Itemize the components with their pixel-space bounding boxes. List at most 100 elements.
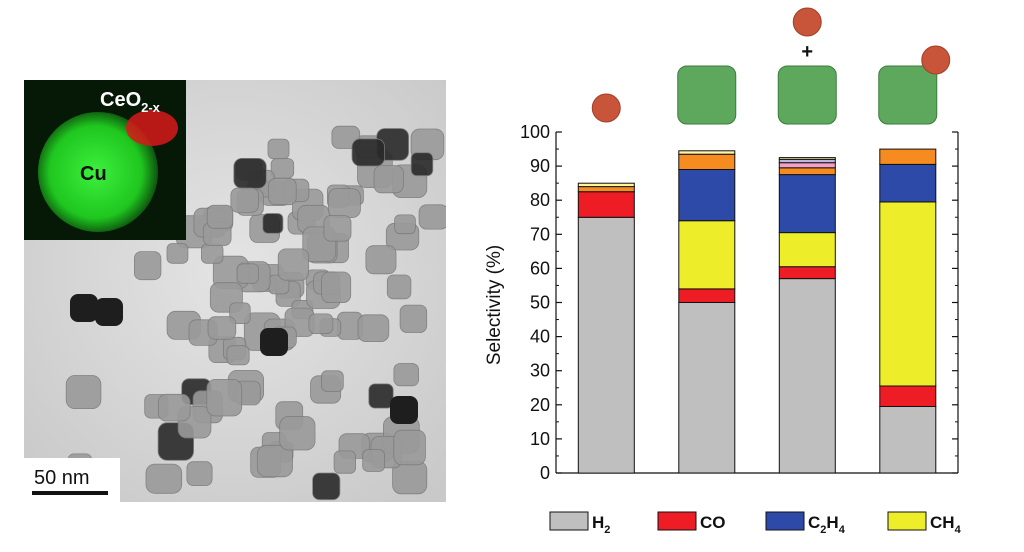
bar-segment-h2	[678, 302, 736, 474]
bar-segment-other3	[778, 158, 836, 164]
bar-segment-h2	[577, 216, 635, 474]
bar-segment-other4	[678, 150, 736, 155]
nanoparticle	[145, 463, 183, 494]
bar-segment-ch4	[879, 201, 937, 387]
bar-segment-co	[778, 266, 836, 280]
nanoparticle	[327, 188, 361, 218]
cu-nanoparticle-icon	[921, 45, 951, 75]
bar-segment-other1	[879, 148, 937, 165]
y-tick-label: 0	[540, 463, 550, 483]
chart-bars	[577, 148, 937, 474]
y-tick-label: 30	[530, 361, 550, 381]
nanoparticle	[226, 345, 250, 366]
nanoparticle	[229, 302, 251, 324]
nanoparticle	[70, 294, 98, 322]
nanoparticle	[186, 461, 213, 487]
y-tick-label: 70	[530, 224, 550, 244]
bar-segment-h2	[778, 278, 836, 474]
bar-segment-co	[879, 385, 937, 407]
nanoparticle	[393, 363, 419, 387]
bar-segment-ch4	[678, 220, 736, 290]
nanoparticle	[260, 328, 288, 356]
nanoparticle	[267, 138, 290, 160]
nanoparticle	[207, 316, 237, 340]
nanoparticle	[390, 396, 418, 424]
legend-label-co: CO	[700, 513, 726, 532]
nanocube-icon	[878, 65, 938, 125]
nanocube-icon	[777, 65, 837, 125]
ceo2-shell-map	[126, 110, 178, 146]
bar-segment-co	[577, 191, 635, 218]
legend-label-h2: H2	[592, 513, 610, 536]
nanoparticle	[312, 472, 341, 501]
nanoparticle	[262, 213, 284, 234]
legend-label-c2h4: C2H4	[808, 513, 846, 536]
cu-nanoparticle-icon	[792, 7, 822, 37]
y-tick-label: 10	[530, 429, 550, 449]
nanoparticle	[166, 243, 189, 264]
nanoparticle	[308, 313, 334, 334]
nanoparticle	[321, 271, 352, 304]
y-axis-title: Selectivity (%)	[484, 245, 505, 365]
nanoparticle	[206, 378, 243, 417]
chart-legend: H2 CO C2H4 CH4	[549, 511, 962, 536]
nanoparticle	[279, 416, 316, 451]
scale-bar-line	[32, 491, 108, 495]
plus-sign: +	[801, 41, 813, 63]
nanoparticle-cluster	[65, 125, 446, 501]
nanoparticle	[200, 243, 224, 264]
cu-nanoparticle-icon	[591, 93, 621, 123]
bar-segment-ch4	[778, 232, 836, 268]
nanoparticle	[373, 165, 404, 194]
nanoparticle	[386, 274, 412, 300]
legend-swatch-c2h4	[765, 511, 805, 531]
bar-segment-co	[678, 288, 736, 303]
nanoparticle	[357, 314, 390, 343]
legend-swatch-co	[657, 511, 697, 531]
bar-segment-other1	[678, 153, 736, 170]
selectivity-chart: + 0 10 20 30 40 50 60 70 80 90 100 Selectivity (%)…	[484, 7, 962, 536]
bar-segment-other4	[778, 157, 836, 160]
y-tick-label: 90	[530, 156, 550, 176]
y-tick-label: 60	[530, 258, 550, 278]
nanoparticle	[256, 444, 293, 478]
eds-inset: CeO2-x Cu	[24, 80, 186, 240]
nanoparticle	[365, 245, 397, 275]
y-tick-label: 20	[530, 395, 550, 415]
y-tick-label: 80	[530, 190, 550, 210]
nanoparticle	[418, 204, 446, 230]
bar-segment-other1	[778, 167, 836, 176]
bar-segment-c2h4	[778, 174, 836, 234]
legend-swatch-h2	[549, 511, 589, 531]
nanoparticle	[65, 375, 102, 409]
scale-bar-label: 50 nm	[34, 467, 90, 489]
nanoparticle	[157, 393, 191, 422]
nanoparticle	[320, 370, 344, 392]
inset-core-label: Cu	[80, 163, 107, 185]
nanocube-icon	[677, 65, 737, 125]
nanoparticle	[393, 429, 426, 466]
nanoparticle	[323, 215, 352, 242]
bar-segment-c2h4	[879, 163, 937, 203]
legend-swatch-ch4	[887, 511, 927, 531]
nanoparticle	[134, 251, 162, 281]
y-tick-label: 50	[530, 293, 550, 313]
chart-axes: 0 10 20 30 40 50 60 70 80 90 100	[520, 122, 959, 483]
bar-segment-other4	[577, 182, 635, 188]
bar-segment-other1	[577, 186, 635, 193]
bar-segment-other2	[778, 162, 836, 169]
nanoparticle	[351, 138, 385, 167]
nanoparticle	[236, 263, 259, 284]
nanoparticle	[399, 304, 428, 333]
nanoparticle	[233, 158, 267, 189]
y-tick-label: 100	[520, 122, 550, 142]
nanoparticle	[268, 177, 297, 206]
nanoparticle	[206, 204, 234, 229]
scale-bar: 50 nm	[24, 458, 120, 502]
nanoparticle	[368, 383, 394, 409]
nanoparticle	[362, 449, 386, 472]
cu-core-map	[38, 112, 158, 232]
nanoparticle	[394, 214, 416, 235]
tem-micrograph: CeO2-x Cu 50 nm	[24, 80, 446, 502]
catalyst-icons: +	[591, 7, 951, 125]
